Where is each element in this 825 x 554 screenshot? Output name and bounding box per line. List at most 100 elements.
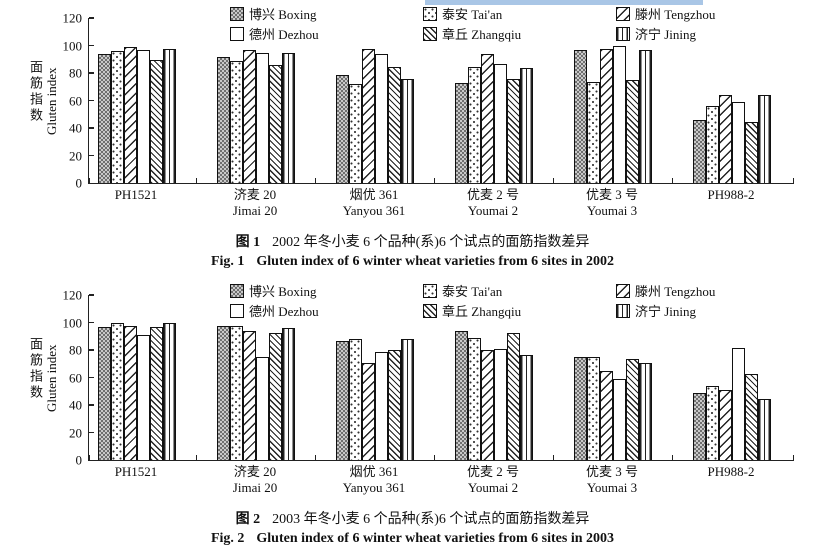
legend-label-tai-an: 泰安 Tai'an — [442, 284, 503, 299]
bar-tai-an-ph1521 — [111, 322, 124, 460]
bar-tai-an-yanyou-361 — [349, 84, 362, 183]
legend-swatch-jining — [616, 26, 630, 41]
legend-swatch-tai-an — [423, 283, 437, 298]
bar-dezhou-youmai-2 — [494, 63, 507, 183]
bar-dezhou-yanyou-361 — [375, 54, 388, 183]
bar-dezhou-ph988-2 — [732, 102, 745, 183]
x-tick-mark — [89, 178, 91, 183]
x-category-label-line2: Youmai 3 — [586, 203, 638, 218]
bar-dezhou-jimai-20 — [256, 357, 269, 460]
x-category-label-line2: Youmai 3 — [586, 480, 638, 495]
legend-label-boxing: 博兴 Boxing — [249, 284, 317, 299]
bar-jining-ph988-2 — [758, 95, 771, 183]
legend-label-tai-an: 泰安 Tai'an — [442, 7, 503, 22]
bar-boxing-yanyou-361 — [336, 340, 349, 460]
bar-group-jimai-20 — [217, 18, 295, 183]
x-tick-mark — [434, 178, 436, 183]
caption-en-number: Fig. 1 — [210, 254, 245, 269]
legend-item-jining: 济宁 Jining — [616, 24, 696, 43]
y-tick-label-20: 20 — [69, 425, 82, 440]
y-tick-mark — [89, 349, 94, 351]
x-tick-mark — [792, 455, 794, 460]
bar-jining-youmai-3 — [639, 50, 652, 183]
x-tick-mark — [196, 455, 198, 460]
x-category-label-line2: Youmai 2 — [467, 203, 519, 218]
bar-jining-ph988-2 — [758, 398, 771, 460]
bar-tengzhou-youmai-2 — [481, 54, 494, 183]
y-tick-label-60: 60 — [69, 370, 82, 385]
x-category-label-ph1521: PH1521 — [115, 187, 158, 203]
x-category-label-youmai-3: 优麦 3 号 Youmai 3 — [586, 464, 638, 496]
bar-tengzhou-ph988-2 — [719, 390, 732, 460]
bar-tengzhou-jimai-20 — [243, 50, 256, 183]
bar-tengzhou-yanyou-361 — [362, 48, 375, 183]
y-tick-mark — [89, 431, 94, 434]
bar-dezhou-youmai-2 — [494, 349, 507, 460]
legend-swatch-dezhou — [230, 303, 244, 318]
bar-jining-yanyou-361 — [401, 339, 414, 460]
bar-tengzhou-yanyou-361 — [362, 362, 375, 460]
bar-boxing-youmai-3 — [574, 50, 587, 183]
bar-group-ph988-2 — [693, 295, 771, 460]
bar-zhangqiu-yanyou-361 — [388, 66, 401, 183]
legend-item-tengzhou: 滕州 Tengzhou — [616, 4, 715, 23]
caption-cn-number: 图 2 — [235, 512, 261, 527]
legend-item-boxing: 博兴 Boxing — [230, 281, 317, 300]
y-tick-label-100: 100 — [62, 38, 83, 53]
caption-cn-number: 图 1 — [235, 235, 261, 250]
y-tick-mark — [89, 99, 94, 102]
x-tick-mark — [89, 455, 91, 460]
x-category-label-line2: Yanyou 361 — [342, 480, 406, 495]
x-category-label-jimai-20: 济麦 20 Jimai 20 — [233, 187, 277, 219]
x-category-label-ph988-2: PH988-2 — [708, 187, 755, 203]
figure-2-gluten-index-2003: 面筋指数 Gluten index 图 2 2003 年冬小麦 6 个品种(系)6… — [0, 277, 825, 554]
bar-zhangqiu-youmai-3 — [626, 80, 639, 183]
bar-tai-an-youmai-3 — [587, 81, 600, 183]
bar-jining-yanyou-361 — [401, 78, 414, 183]
bar-tai-an-ph988-2 — [706, 386, 719, 460]
x-category-label-line1: 烟优 361 — [349, 187, 399, 202]
y-tick-label-60: 60 — [69, 93, 82, 108]
bar-zhangqiu-youmai-2 — [507, 78, 520, 183]
y-tick-label-0: 0 — [75, 452, 83, 468]
x-tick-mark — [553, 178, 555, 183]
bar-tengzhou-ph1521 — [124, 325, 137, 460]
caption-cn-text: 2003 年冬小麦 6 个品种(系)6 个试点的面筋指数差异 — [272, 512, 590, 527]
x-category-label-line1: 济麦 20 — [233, 464, 277, 479]
bar-tengzhou-ph988-2 — [719, 95, 732, 183]
x-category-label-line1: PH988-2 — [707, 187, 755, 202]
bar-tai-an-youmai-2 — [468, 338, 481, 460]
x-category-label-line1: 济麦 20 — [233, 187, 277, 202]
bar-tai-an-yanyou-361 — [349, 339, 362, 460]
bar-jining-jimai-20 — [282, 328, 295, 460]
legend-label-tengzhou: 滕州 Tengzhou — [635, 284, 716, 299]
legend-swatch-zhangqiu — [423, 303, 437, 318]
legend-label-tengzhou: 滕州 Tengzhou — [635, 7, 716, 22]
bar-jining-youmai-2 — [520, 67, 533, 183]
bar-zhangqiu-ph988-2 — [745, 373, 758, 460]
bar-dezhou-youmai-3 — [613, 379, 626, 460]
x-category-label-line1: PH1521 — [114, 187, 158, 202]
bar-zhangqiu-ph988-2 — [745, 121, 758, 183]
legend-item-boxing: 博兴 Boxing — [230, 4, 317, 23]
x-category-label-line1: 优麦 2 号 — [466, 464, 520, 479]
caption-cn: 图 1 2002 年冬小麦 6 个品种(系)6 个试点的面筋指数差异 — [0, 231, 825, 251]
bar-group-youmai-3 — [574, 18, 652, 183]
bar-dezhou-jimai-20 — [256, 52, 269, 183]
bar-boxing-youmai-2 — [455, 331, 468, 460]
y-tick-label-40: 40 — [69, 397, 82, 413]
caption-cn-text: 2002 年冬小麦 6 个品种(系)6 个试点的面筋指数差异 — [272, 235, 590, 250]
caption-en: Fig. 2 Gluten index of 6 winter wheat var… — [0, 531, 825, 547]
bar-dezhou-ph988-2 — [732, 347, 745, 460]
legend-swatch-tengzhou — [616, 6, 630, 21]
y-tick-label-40: 40 — [69, 120, 82, 136]
bar-boxing-ph1521 — [98, 54, 111, 183]
legend-item-dezhou: 德州 Dezhou — [230, 301, 319, 320]
bar-boxing-ph1521 — [98, 327, 111, 460]
bar-jining-youmai-2 — [520, 354, 533, 460]
y-tick-label-80: 80 — [69, 65, 82, 81]
x-category-label-line2: Jimai 20 — [232, 480, 278, 495]
bar-tai-an-ph1521 — [111, 51, 124, 183]
y-tick-mark — [89, 17, 94, 19]
